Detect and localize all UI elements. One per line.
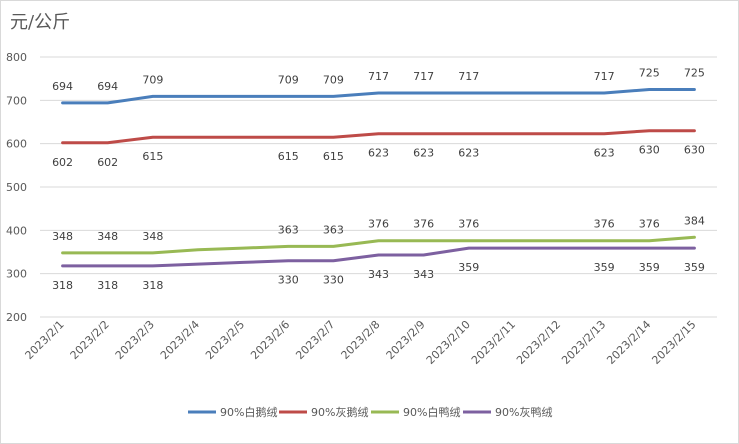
- data-label: 330: [323, 274, 344, 287]
- data-label: 615: [142, 150, 163, 163]
- y-tick-label: 600: [6, 138, 27, 151]
- x-tick-label: 2023/2/6: [248, 318, 292, 362]
- data-label: 376: [368, 218, 389, 231]
- data-label: 717: [458, 70, 479, 83]
- x-tick-label: 2023/2/5: [203, 318, 247, 362]
- y-tick-label: 300: [6, 268, 27, 281]
- data-label: 376: [458, 218, 479, 231]
- x-tick-label: 2023/2/7: [293, 318, 337, 362]
- x-tick-label: 2023/2/14: [604, 318, 653, 367]
- data-label: 709: [142, 73, 163, 86]
- x-tick-label: 2023/2/13: [559, 318, 608, 367]
- y-tick-label: 800: [6, 51, 27, 64]
- data-label: 359: [684, 261, 705, 274]
- x-tick-label: 2023/2/12: [514, 318, 563, 367]
- data-label: 384: [684, 214, 705, 227]
- series-lines: [61, 88, 696, 268]
- x-tick-label: 2023/2/2: [68, 318, 112, 362]
- y-tick-label: 700: [6, 94, 27, 107]
- legend-label: 90%白鸭绒: [403, 405, 460, 419]
- data-label: 623: [413, 147, 434, 160]
- data-label: 318: [142, 279, 163, 292]
- legend-label: 90%灰鹅绒: [311, 405, 368, 419]
- x-tick-label: 2023/2/8: [338, 318, 382, 362]
- data-label: 376: [594, 218, 615, 231]
- data-label: 615: [323, 150, 344, 163]
- data-label: 359: [594, 261, 615, 274]
- data-label: 343: [368, 268, 389, 281]
- series-line-1: [61, 88, 696, 105]
- y-tick-label: 400: [6, 224, 27, 237]
- data-label: 318: [97, 279, 118, 292]
- y-tick-label: 200: [6, 311, 27, 324]
- data-label: 709: [323, 73, 344, 86]
- data-label: 725: [684, 67, 705, 80]
- x-tick-label: 2023/2/1: [23, 318, 67, 362]
- data-labels: 694 694 709 709 709 717 717 717 717 725 725 602 602 6…: [52, 67, 705, 292]
- y-tick-label: 500: [6, 181, 27, 194]
- x-tick-label: 2023/2/9: [384, 318, 428, 362]
- x-tick-label: 2023/2/10: [424, 318, 473, 367]
- data-label: 348: [52, 230, 73, 243]
- data-label: 348: [97, 230, 118, 243]
- data-label: 363: [323, 223, 344, 236]
- series-line-2: [61, 129, 696, 145]
- data-label: 725: [639, 67, 660, 80]
- data-label: 615: [278, 150, 299, 163]
- x-tick-label: 2023/2/4: [158, 318, 202, 362]
- data-label: 359: [458, 261, 479, 274]
- data-label: 623: [368, 147, 389, 160]
- x-axis-ticks: 2023/2/1 2023/2/2 2023/2/3 2023/2/4 2023/2/5…: [23, 318, 699, 367]
- data-label: 359: [639, 261, 660, 274]
- data-label: 717: [413, 70, 434, 83]
- gridlines: [40, 56, 717, 318]
- data-label: 717: [368, 70, 389, 83]
- legend: 90%白鹅绒 90%灰鹅绒 90%白鸭绒 90%灰鸭绒: [188, 405, 552, 419]
- series-line-4: [61, 246, 696, 268]
- data-label: 602: [97, 156, 118, 169]
- legend-label: 90%灰鸭绒: [495, 405, 552, 419]
- legend-label: 90%白鹅绒: [220, 405, 277, 419]
- y-axis-ticks: 200 300 400 500 600 700 800: [6, 51, 27, 324]
- data-label: 363: [278, 223, 299, 236]
- data-label: 318: [52, 279, 73, 292]
- data-label: 623: [458, 147, 479, 160]
- series-line-3: [61, 235, 696, 255]
- data-label: 348: [142, 230, 163, 243]
- x-tick-label: 2023/2/15: [649, 318, 698, 367]
- x-tick-label: 2023/2/11: [469, 318, 518, 367]
- data-label: 709: [278, 73, 299, 86]
- unit-label: 元/公斤: [10, 12, 71, 33]
- data-label: 623: [594, 147, 615, 160]
- data-label: 330: [278, 274, 299, 287]
- data-label: 376: [413, 218, 434, 231]
- data-label: 602: [52, 156, 73, 169]
- data-label: 343: [413, 268, 434, 281]
- data-label: 630: [639, 144, 660, 157]
- data-label: 630: [684, 144, 705, 157]
- data-label: 694: [52, 80, 73, 93]
- data-label: 694: [97, 80, 118, 93]
- data-label: 376: [639, 218, 660, 231]
- data-label: 717: [594, 70, 615, 83]
- x-tick-label: 2023/2/3: [113, 318, 157, 362]
